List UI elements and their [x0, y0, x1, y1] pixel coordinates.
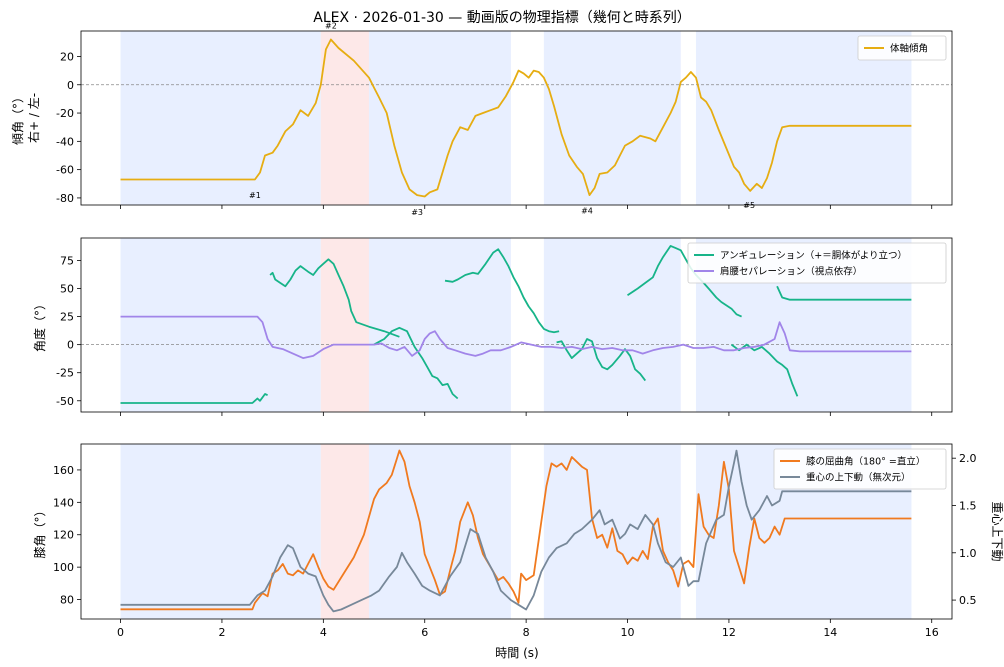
y-tick-label: 50	[60, 283, 74, 296]
peak-annotation: #2	[325, 21, 337, 30]
legend-box	[687, 242, 947, 284]
y-tick-label: 0	[67, 79, 74, 92]
x-tick-label: 16	[925, 626, 939, 639]
legend-label: 肩腰セパレーション（視点依存）	[720, 266, 862, 278]
phase-band	[368, 31, 511, 205]
peak-annotation: #5	[743, 201, 755, 210]
peak-annotation: #1	[249, 191, 261, 200]
legend-label: 重心の上下動（無次元）	[806, 472, 911, 484]
y-tick-label: -40	[56, 135, 74, 148]
legend-label: アンギュレーション（+＝胴体がより立つ）	[720, 250, 907, 262]
y-tick-label: 75	[60, 254, 74, 267]
x-tick-label: 8	[523, 626, 530, 639]
series-line-1	[120, 449, 912, 611]
legend-label: 体軸傾角	[890, 43, 928, 55]
chart-panel-2: -50 -25 0 25 50 75 角度（°） アンギュレーション（+＝胴体がより立つ） 肩腰…	[32, 237, 953, 416]
y-tick-label: 100	[53, 561, 74, 574]
y-axis-label: 角度（°）	[32, 298, 47, 352]
phase-band	[120, 31, 321, 205]
y-tick-label: -25	[56, 367, 74, 380]
x-axis-label: 時間 (s)	[495, 646, 538, 660]
y-tick-label: 140	[53, 496, 74, 509]
series-line-1-seg-1	[120, 393, 268, 404]
phase-band	[120, 238, 321, 412]
y-tick-label: 80	[60, 594, 74, 607]
series-line-2	[120, 449, 912, 613]
chart-panel-3: 80 100 120 140 160 0.5 1.0 1.5 2.0 0 2 4 6 8 10 12 14 16 膝…	[33, 443, 1004, 639]
chart-panel-1: -80 -60 -40 -20 0 20 傾角（°） 右+ / 左- #1 #2 #3 #4 #5 体軸傾…	[11, 21, 953, 217]
y2-tick-label: 0.5	[959, 594, 977, 607]
phase-band	[320, 31, 369, 205]
y-tick-label: 20	[60, 50, 74, 63]
plot-frame	[80, 30, 953, 206]
y-tick-label: -80	[56, 192, 74, 205]
y-tick-label: -60	[56, 164, 74, 177]
y-axis-label: 膝角（°）	[33, 504, 47, 558]
series-line-2	[120, 315, 912, 360]
legend: 膝の屈曲角（180° =直立） 重心の上下動（無次元）	[773, 448, 947, 490]
x-tick-label: 10	[621, 626, 635, 639]
legend: アンギュレーション（+＝胴体がより立つ） 肩腰セパレーション（視点依存）	[687, 242, 947, 284]
legend-box	[857, 35, 947, 61]
y-axis-label: 右+ / 左-	[26, 93, 41, 143]
phase-band	[320, 238, 369, 412]
peak-annotation: #4	[581, 207, 593, 216]
series-line-1-seg-5	[556, 338, 647, 382]
phase-band	[543, 31, 681, 205]
x-tick-label: 14	[823, 626, 837, 639]
y-tick-label: 25	[60, 311, 74, 324]
x-tick-label: 4	[320, 626, 327, 639]
legend-box	[773, 448, 947, 490]
y2-tick-label: 1.5	[959, 499, 977, 512]
y2-tick-label: 1.0	[959, 547, 977, 560]
figure-title: ALEX · 2026-01-30 — 動画版の物理指標（幾何と時系列）	[313, 10, 690, 26]
y-tick-label: -50	[56, 395, 74, 408]
series-line-1-seg-8	[776, 285, 912, 301]
y-tick-label: -20	[56, 107, 74, 120]
y2-tick-label: 2.0	[959, 452, 977, 465]
phase-band	[368, 238, 511, 412]
series-line-1-seg-3	[373, 326, 459, 400]
plot-frame	[80, 237, 953, 413]
series-line-1-seg-7	[730, 343, 799, 397]
y2-axis-label: 重心上下動	[990, 501, 1004, 561]
series-line-1	[120, 38, 912, 198]
series-line-1-seg-2	[269, 258, 400, 338]
legend: 体軸傾角	[857, 35, 947, 61]
x-tick-label: 2	[218, 626, 225, 639]
y-tick-label: 0	[67, 339, 74, 352]
x-tick-label: 6	[421, 626, 428, 639]
legend-label: 膝の屈曲角（180° =直立）	[806, 456, 925, 468]
plot-frame	[80, 443, 953, 620]
peak-annotation: #3	[411, 208, 423, 217]
y-axis-label: 傾角（°）	[11, 91, 25, 145]
y-tick-label: 160	[53, 464, 74, 477]
series-line-1-seg-4	[444, 248, 560, 334]
phase-band	[320, 444, 369, 619]
x-tick-label: 12	[722, 626, 736, 639]
phase-band	[543, 238, 681, 412]
phase-band	[120, 444, 321, 619]
x-tick-label: 0	[117, 626, 124, 639]
y-tick-label: 120	[53, 529, 74, 542]
